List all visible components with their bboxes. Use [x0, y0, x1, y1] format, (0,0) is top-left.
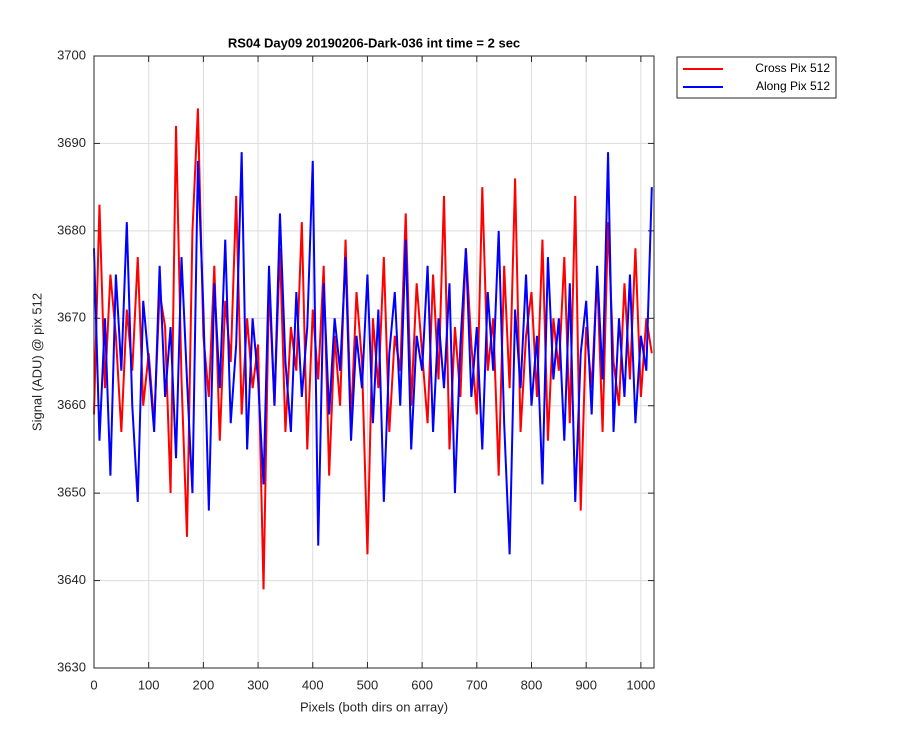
y-tick-label: 3670 — [57, 310, 86, 325]
x-tick-label: 100 — [138, 677, 160, 692]
plot-frame — [93, 55, 655, 669]
x-tick-label: 800 — [521, 677, 543, 692]
legend-label: Along Pix 512 — [756, 79, 830, 93]
y-tick-label: 3680 — [57, 222, 86, 237]
x-tick-label: 600 — [411, 677, 433, 692]
y-axis-label: Signal (ADU) @ pix 512 — [29, 293, 44, 431]
series-line — [93, 152, 653, 555]
x-tick-label: 300 — [247, 677, 269, 692]
y-tick-label: 3630 — [57, 659, 86, 674]
x-tick-label: 700 — [466, 677, 488, 692]
chart-title: RS04 Day09 20190206-Dark-036 int time = … — [228, 35, 520, 50]
x-tick-label: 1000 — [626, 677, 655, 692]
legend-box — [676, 56, 837, 99]
series-line — [93, 108, 653, 590]
y-tick-label: 3650 — [57, 485, 86, 500]
x-tick-label: 900 — [575, 677, 597, 692]
x-tick-label: 200 — [193, 677, 215, 692]
legend-label: Cross Pix 512 — [755, 61, 830, 75]
x-tick-label: 0 — [90, 677, 97, 692]
x-tick-label: 400 — [302, 677, 324, 692]
y-tick-label: 3660 — [57, 397, 86, 412]
y-tick-label: 3700 — [57, 47, 86, 62]
y-tick-label: 3640 — [57, 572, 86, 587]
x-tick-label: 500 — [357, 677, 379, 692]
x-axis-label: Pixels (both dirs on array) — [300, 699, 448, 714]
y-tick-label: 3690 — [57, 135, 86, 150]
